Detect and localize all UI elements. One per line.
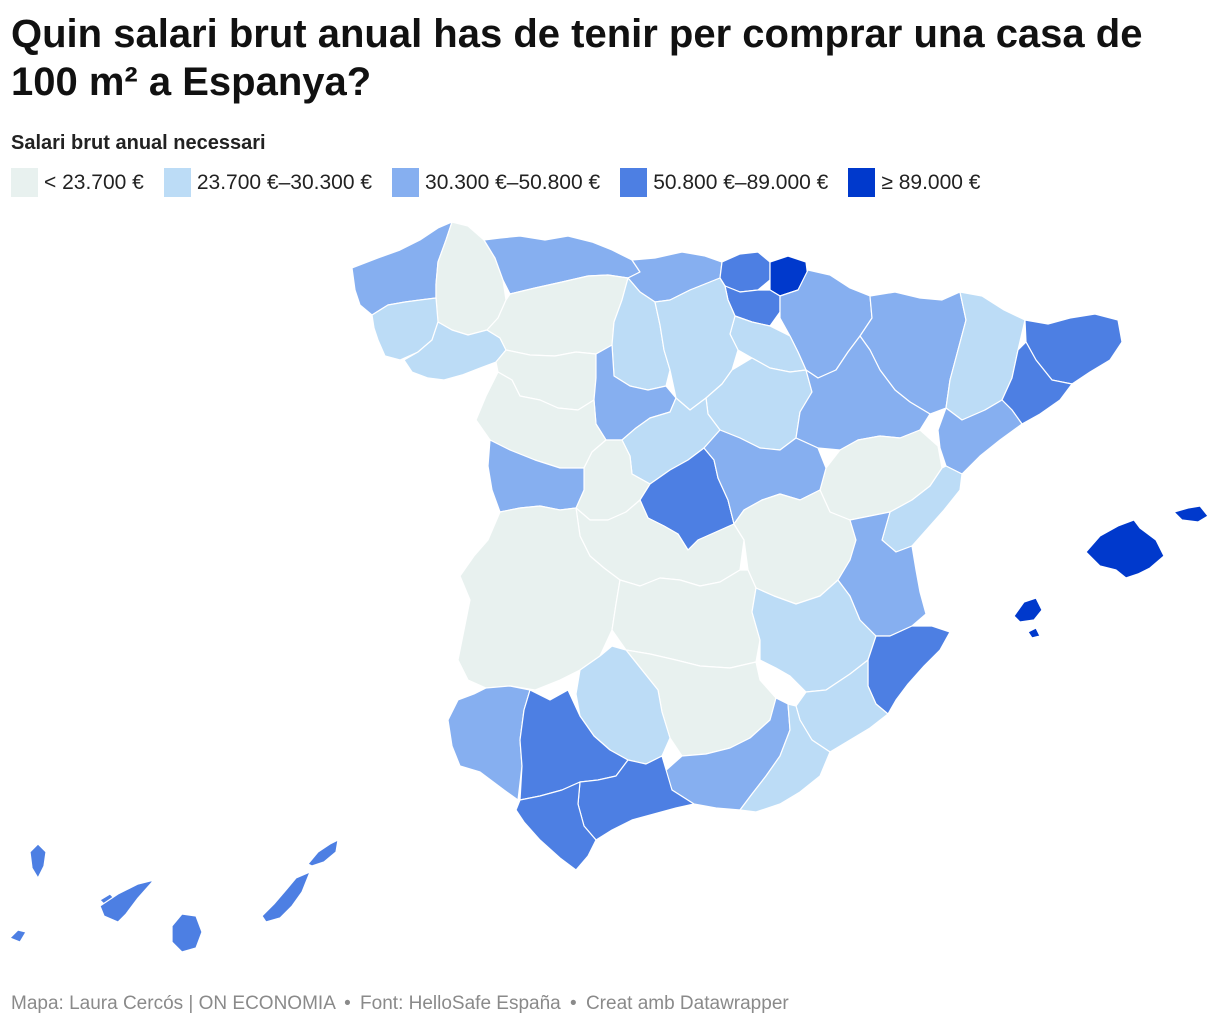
island-mallorca[interactable] xyxy=(1085,519,1165,579)
legend-swatch-2 xyxy=(163,168,191,197)
legend-item-3: 30.300 €–50.800 € xyxy=(392,168,600,197)
legend-label-5: ≥ 89.000 € xyxy=(881,170,981,194)
legend-item-1: < 23.700 € xyxy=(11,168,144,197)
map-title: Quin salari brut anual has de tenir per … xyxy=(11,12,1143,104)
island-gran-canaria[interactable] xyxy=(171,913,203,953)
legend-item-2: 23.700 €–30.300 € xyxy=(163,168,373,197)
island-fuerteventura[interactable] xyxy=(261,871,311,923)
province-alicante[interactable] xyxy=(867,625,951,715)
province-tarragona[interactable] xyxy=(937,399,1023,475)
province-ourense[interactable] xyxy=(403,321,507,381)
province-almeria[interactable] xyxy=(739,703,831,813)
legend-swatch-4 xyxy=(620,168,648,197)
footer-credit: Mapa: Laura Cercós | ON ECONOMIA xyxy=(11,993,335,1014)
legend-title: Salari brut anual necessari xyxy=(11,132,266,154)
footer-source: Font: HelloSafe España xyxy=(360,993,561,1014)
island-ibiza[interactable] xyxy=(1013,597,1043,623)
province-barcelona[interactable] xyxy=(1001,341,1073,425)
legend-swatch-1 xyxy=(11,168,38,197)
province-valencia[interactable] xyxy=(837,511,927,637)
legend-swatch-5 xyxy=(848,168,876,197)
legend-item-4: 50.800 €–89.000 € xyxy=(620,168,828,197)
island-formentera[interactable] xyxy=(1027,627,1041,639)
island-la-palma[interactable] xyxy=(29,843,47,879)
legend-label-2: 23.700 €–30.300 € xyxy=(196,170,373,194)
province-huelva[interactable] xyxy=(447,685,531,801)
province-cadiz[interactable] xyxy=(515,781,597,871)
island-lanzarote[interactable] xyxy=(307,839,339,867)
island-tenerife[interactable] xyxy=(99,879,155,923)
legend-swatch-3 xyxy=(392,168,420,197)
province-bizkaia[interactable] xyxy=(719,251,771,293)
island-el-hierro[interactable] xyxy=(9,929,27,943)
legend-label-1: < 23.700 € xyxy=(44,170,144,194)
legend: < 23.700 € 23.700 €–30.300 € 30.300 €–50… xyxy=(11,168,1000,197)
province-burgos[interactable] xyxy=(654,277,739,411)
legend-item-5: ≥ 89.000 € xyxy=(848,168,980,197)
map-footer: Mapa: Laura Cercós | ON ECONOMIA • Font:… xyxy=(11,993,789,1015)
legend-label-3: 30.300 €–50.800 € xyxy=(425,170,601,194)
legend-label-4: 50.800 €–89.000 € xyxy=(653,170,829,194)
province-malaga[interactable] xyxy=(577,755,695,841)
footer-tool: Creat amb Datawrapper xyxy=(585,993,789,1014)
footer-separator-1: • xyxy=(344,993,351,1014)
footer-separator-2: • xyxy=(570,993,577,1014)
island-menorca[interactable] xyxy=(1173,505,1209,523)
